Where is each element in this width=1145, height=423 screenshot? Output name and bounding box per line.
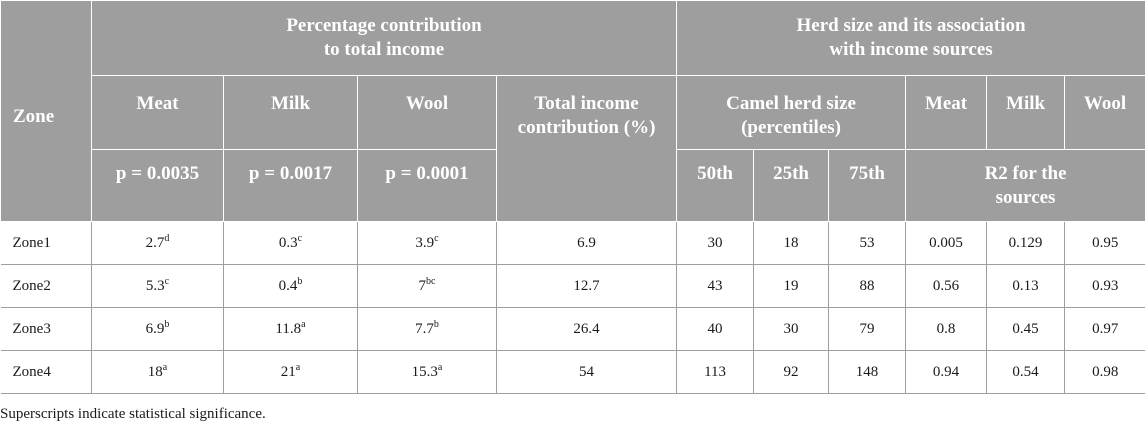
zone-cell: Zone1 [1,222,92,265]
r2-milk-cell: 0.13 [987,265,1065,308]
total-cell: 26.4 [497,308,677,351]
header-herd-wool: Wool [1065,76,1145,150]
header-milk: Milk [224,76,358,150]
r2-milk-cell: 0.54 [987,351,1065,394]
wool-cell: 3.9c [358,222,497,265]
p50-cell: 43 [677,265,754,308]
r2-wool-cell: 0.93 [1065,265,1145,308]
meat-cell: 18a [92,351,224,394]
meat-cell: 6.9b [92,308,224,351]
p50-cell: 113 [677,351,754,394]
p50-cell: 40 [677,308,754,351]
total-cell: 12.7 [497,265,677,308]
p25-cell: 92 [754,351,829,394]
table-row: Zone4 18a 21a 15.3a 54 113 92 148 0.94 0… [1,351,1145,394]
meat-cell: 2.7d [92,222,224,265]
milk-cell: 11.8a [224,308,358,351]
wool-cell: 7bc [358,265,497,308]
p75-cell: 148 [829,351,906,394]
p25-cell: 19 [754,265,829,308]
r2-wool-cell: 0.95 [1065,222,1145,265]
header-p25: 25th [754,150,829,222]
wool-cell: 15.3a [358,351,497,394]
header-p-wool: p = 0.0001 [358,150,497,222]
milk-cell: 0.4b [224,265,358,308]
header-p75: 75th [829,150,906,222]
milk-cell: 0.3c [224,222,358,265]
wool-cell: 7.7b [358,308,497,351]
total-cell: 54 [497,351,677,394]
r2-meat-cell: 0.005 [906,222,987,265]
table-row: Zone2 5.3c 0.4b 7bc 12.7 43 19 88 0.56 0… [1,265,1145,308]
table-footnote: Superscripts indicate statistical signif… [0,394,1145,423]
header-herd-milk: Milk [987,76,1065,150]
r2-wool-cell: 0.98 [1065,351,1145,394]
header-zone: Zone [1,1,92,222]
header-herd-meat: Meat [906,76,987,150]
header-meat: Meat [92,76,224,150]
p50-cell: 30 [677,222,754,265]
r2-meat-cell: 0.94 [906,351,987,394]
p25-cell: 30 [754,308,829,351]
table-row: Zone3 6.9b 11.8a 7.7b 26.4 40 30 79 0.8 … [1,308,1145,351]
header-wool: Wool [358,76,497,150]
r2-milk-cell: 0.45 [987,308,1065,351]
table-row: Zone1 2.7d 0.3c 3.9c 6.9 30 18 53 0.005 … [1,222,1145,265]
header-camel-herd-size: Camel herd size(percentiles) [677,76,906,150]
p75-cell: 88 [829,265,906,308]
zone-cell: Zone2 [1,265,92,308]
milk-cell: 21a [224,351,358,394]
p75-cell: 53 [829,222,906,265]
r2-meat-cell: 0.8 [906,308,987,351]
total-cell: 6.9 [497,222,677,265]
meat-cell: 5.3c [92,265,224,308]
r2-milk-cell: 0.129 [987,222,1065,265]
header-p-meat: p = 0.0035 [92,150,224,222]
zone-cell: Zone4 [1,351,92,394]
header-p50: 50th [677,150,754,222]
r2-wool-cell: 0.97 [1065,308,1145,351]
p25-cell: 18 [754,222,829,265]
header-p-milk: p = 0.0017 [224,150,358,222]
r2-meat-cell: 0.56 [906,265,987,308]
p75-cell: 79 [829,308,906,351]
zone-cell: Zone3 [1,308,92,351]
